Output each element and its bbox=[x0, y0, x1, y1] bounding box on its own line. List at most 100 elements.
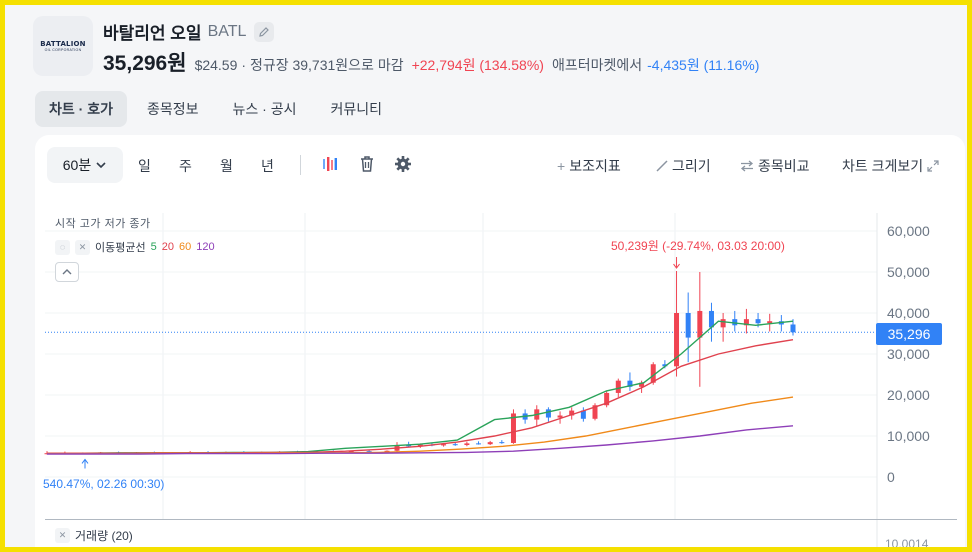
low-marker-arrow bbox=[81, 458, 89, 464]
close-icon[interactable]: ✕ bbox=[75, 239, 90, 255]
candle-body bbox=[674, 313, 680, 367]
swap-icon bbox=[740, 160, 754, 172]
candle-body bbox=[476, 443, 482, 445]
eye-off-icon[interactable]: ◌ bbox=[55, 239, 70, 255]
trash-icon[interactable] bbox=[359, 155, 375, 173]
candle-body bbox=[510, 413, 516, 443]
y-tick-label: 0 bbox=[887, 469, 895, 485]
candle-body bbox=[487, 442, 493, 445]
candle-body bbox=[580, 410, 586, 419]
high-annotation: 50,239원 (-29.74%, 03.03 20:00) bbox=[611, 239, 785, 253]
regular-close: · 정규장 39,731원으로 마감 bbox=[241, 57, 404, 73]
y-tick-label: 40,000 bbox=[887, 305, 930, 321]
y-tick-label: 60,000 bbox=[887, 223, 930, 239]
candle-body bbox=[697, 310, 703, 338]
candle-body bbox=[384, 450, 390, 452]
candle-body bbox=[604, 392, 610, 406]
candle-body bbox=[441, 444, 447, 446]
candle-body bbox=[615, 380, 621, 393]
price-row: 35,296원 $24.59 · 정규장 39,731원으로 마감 +22,79… bbox=[103, 47, 759, 77]
price-chart[interactable]: 60,000 50,000 40,000 30,000 20,000 10,000 0 bbox=[35, 135, 965, 552]
logo-subtext: OIL CORPORATION bbox=[44, 48, 82, 52]
candle-body bbox=[790, 324, 796, 333]
gear-icon[interactable] bbox=[394, 155, 412, 173]
candle-body bbox=[464, 443, 470, 446]
moving-average-legend: ◌ ✕ 이동평균선 5 20 60 120 bbox=[55, 239, 215, 255]
interval-label: 60분 bbox=[62, 157, 92, 173]
candle-body bbox=[650, 364, 656, 383]
expand-label: 차트 크게보기 bbox=[842, 158, 924, 174]
pencil-icon bbox=[259, 26, 270, 37]
low-annotation: 540.47%, 02.26 00:30) bbox=[43, 477, 165, 491]
candle-body bbox=[406, 445, 412, 447]
usd-price: $24.59 bbox=[194, 57, 238, 73]
candle-body bbox=[732, 319, 738, 326]
volume-legend: ✕ 거래량 (20) bbox=[55, 527, 133, 544]
draw-button[interactable]: 그리기 bbox=[656, 156, 711, 176]
candle-body bbox=[662, 364, 668, 367]
period-day[interactable]: 일 bbox=[138, 158, 151, 174]
volume-title: 거래량 (20) bbox=[75, 529, 133, 543]
main-tabs: 차트 · 호가 종목정보 뉴스 · 공시 커뮤니티 bbox=[35, 91, 396, 127]
compare-button[interactable]: 종목비교 bbox=[740, 156, 810, 176]
candle-style-icon[interactable] bbox=[322, 155, 338, 173]
candle-body bbox=[557, 415, 563, 418]
after-market-label: 애프터마켓에서 bbox=[551, 57, 643, 73]
period-month[interactable]: 월 bbox=[220, 158, 233, 174]
candle-body bbox=[720, 319, 726, 328]
stock-name-row: 바탈리언 오일 BATL bbox=[103, 19, 275, 44]
compare-label: 종목비교 bbox=[758, 158, 810, 174]
tab-stock-info[interactable]: 종목정보 bbox=[146, 101, 199, 117]
indicator-label: 보조지표 bbox=[569, 158, 621, 174]
candle-body bbox=[366, 451, 372, 453]
ma-60-label: 60 bbox=[178, 241, 192, 253]
ohlc-header: 시작 고가 저가 종가 bbox=[55, 218, 151, 230]
plus-icon: + bbox=[557, 158, 566, 174]
stock-name: 바탈리언 오일 bbox=[103, 24, 202, 43]
chart-card: 60분 일 주 월 년 bbox=[35, 135, 965, 552]
expand-chart-button[interactable]: 차트 크게보기 bbox=[842, 156, 939, 176]
candle-body bbox=[545, 409, 551, 418]
y-tick-label: 50,000 bbox=[887, 264, 930, 280]
candle-body bbox=[569, 410, 575, 416]
candle-body bbox=[348, 451, 354, 453]
tab-community[interactable]: 커뮤니티 bbox=[330, 101, 382, 117]
candle-body bbox=[755, 319, 761, 324]
interval-dropdown[interactable]: 60분 bbox=[47, 147, 123, 183]
edit-name-button[interactable] bbox=[254, 21, 275, 42]
candle-body bbox=[417, 444, 423, 447]
regular-change: +22,794원 (134.58%) bbox=[411, 57, 544, 73]
chevron-up-icon bbox=[62, 269, 72, 275]
volume-axis-label: 10,0014 bbox=[885, 537, 929, 551]
ma-120-label: 120 bbox=[196, 241, 215, 253]
tab-chart[interactable]: 차트 · 호가 bbox=[35, 91, 127, 127]
candle-body bbox=[767, 321, 773, 324]
tab-news[interactable]: 뉴스 · 공시 bbox=[232, 101, 297, 117]
y-tick-label: 20,000 bbox=[887, 387, 930, 403]
period-year[interactable]: 년 bbox=[261, 158, 274, 174]
ma-5-label: 5 bbox=[150, 241, 157, 253]
candle-body bbox=[627, 380, 633, 387]
candle-body bbox=[499, 442, 505, 444]
close-icon[interactable]: ✕ bbox=[55, 528, 70, 543]
ma-line-120 bbox=[47, 425, 794, 455]
current-price: 35,296원 bbox=[103, 52, 187, 75]
current-price-tag: 35,296 bbox=[876, 323, 942, 345]
y-tick-label: 30,000 bbox=[887, 346, 930, 362]
volume-divider bbox=[45, 519, 957, 520]
indicator-button[interactable]: + 보조지표 bbox=[557, 156, 621, 176]
draw-label: 그리기 bbox=[672, 158, 711, 174]
company-logo: BATTALION OIL CORPORATION bbox=[33, 16, 93, 76]
ma-title: 이동평균선 bbox=[95, 242, 146, 254]
expand-icon bbox=[927, 160, 939, 172]
collapse-legend-button[interactable] bbox=[55, 262, 79, 282]
candle-body bbox=[743, 319, 749, 326]
logo-mark: BATTALION bbox=[40, 40, 86, 48]
pen-icon bbox=[656, 160, 668, 172]
toolbar-divider bbox=[300, 155, 301, 175]
period-week[interactable]: 주 bbox=[179, 158, 192, 174]
chart-toolbar: 60분 일 주 월 년 bbox=[35, 135, 965, 195]
high-marker-arrow bbox=[673, 263, 680, 269]
y-tick-label: 10,000 bbox=[887, 428, 930, 444]
